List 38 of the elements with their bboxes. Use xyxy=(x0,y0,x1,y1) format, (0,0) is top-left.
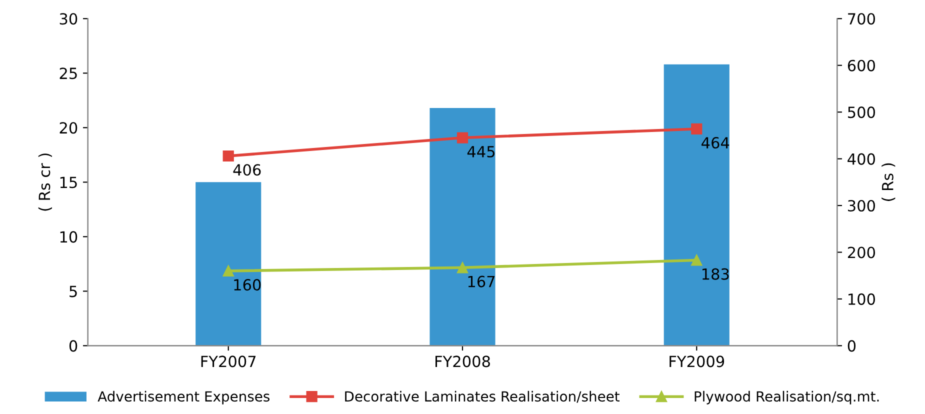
x-tick-label: FY2009 xyxy=(670,356,724,368)
y2-tick-label: 700 xyxy=(848,13,875,25)
y2-tick-label: 0 xyxy=(848,340,856,352)
y2-tick-label: 500 xyxy=(848,106,875,118)
point xyxy=(456,262,468,274)
bar xyxy=(196,182,262,346)
data-label: 406 xyxy=(233,164,261,176)
y-tick-label: 15 xyxy=(60,176,77,188)
y-tick-label: 25 xyxy=(60,68,77,80)
data-label: 167 xyxy=(468,276,495,288)
point xyxy=(222,150,234,162)
y2-tick-label: 100 xyxy=(848,293,875,305)
bar xyxy=(664,64,730,346)
point xyxy=(691,254,702,266)
legend-label: Plywood Realisation/sq.mt. xyxy=(694,390,879,404)
data-label: 464 xyxy=(702,137,730,149)
point xyxy=(456,132,468,144)
y-tick-label: 0 xyxy=(69,340,78,352)
y2-tick-label: 200 xyxy=(848,246,875,258)
data-label: 160 xyxy=(234,279,261,291)
data-label: 445 xyxy=(467,146,494,158)
y2-tick-label: 400 xyxy=(848,153,875,165)
point xyxy=(222,265,234,276)
y2-tick-label: 300 xyxy=(848,200,875,212)
legend-label: Decorative Laminates Realisation/sheet xyxy=(345,390,620,403)
y2-axis-title: ( Rs ) xyxy=(882,163,896,201)
y-tick-label: 10 xyxy=(60,231,78,243)
y-axis-title: ( Rs cr ) xyxy=(38,154,52,211)
x-tick-label: FY2008 xyxy=(436,356,490,368)
bar xyxy=(430,108,496,346)
y-tick-label: 20 xyxy=(60,122,78,134)
data-label: 183 xyxy=(702,268,729,280)
x-tick-label: FY2007 xyxy=(201,356,256,368)
y-tick-label: 5 xyxy=(70,286,77,298)
legend-label: Advertisement Expenses xyxy=(98,390,270,404)
y2-tick-label: 600 xyxy=(848,60,875,72)
point xyxy=(691,123,702,134)
y-tick-label: 30 xyxy=(60,13,78,25)
